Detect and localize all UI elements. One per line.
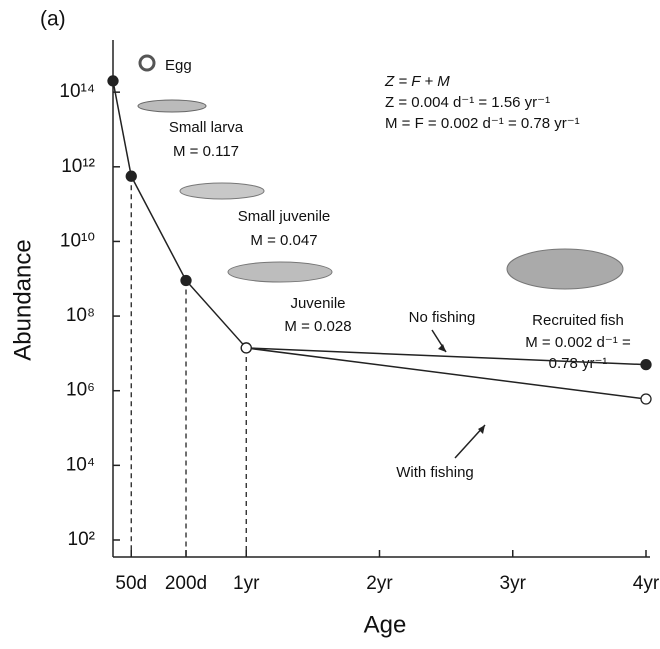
- y-tick-label: 10⁸: [66, 305, 95, 326]
- x-tick-label: 4yr: [633, 573, 660, 594]
- annotation: M = 0.002 d⁻¹ =: [525, 334, 631, 351]
- y-tick-label: 10¹⁰: [60, 230, 95, 251]
- annotation: Egg: [165, 57, 192, 74]
- arrowhead: [478, 425, 485, 434]
- annotation: Small larva: [169, 119, 244, 136]
- annotation: 0.78 yr⁻¹: [549, 355, 608, 372]
- larva-icon: [137, 99, 207, 113]
- annotation: Small juvenile: [238, 208, 331, 225]
- y-tick-label: 10⁶: [66, 380, 95, 401]
- annotation: Z = F + M: [384, 73, 450, 90]
- panel-label: (a): [40, 8, 66, 31]
- annotation: Juvenile: [290, 295, 345, 312]
- annotation: M = 0.117: [173, 143, 239, 160]
- annotation: Recruited fish: [532, 312, 624, 329]
- annotation: M = F = 0.002 d⁻¹ = 0.78 yr⁻¹: [385, 115, 580, 132]
- series-label: With fishing: [396, 464, 474, 481]
- y-tick-label: 10¹⁴: [59, 81, 95, 102]
- point: [240, 342, 252, 354]
- y-axis-label: Abundance: [9, 239, 36, 360]
- egg-icon: [138, 54, 156, 72]
- series-line: [246, 347, 647, 400]
- point: [640, 358, 652, 371]
- juvenile-icon: [227, 261, 333, 283]
- x-tick-label: 2yr: [366, 573, 393, 594]
- x-tick-label: 3yr: [500, 573, 527, 594]
- annotation: M = 0.028: [284, 318, 351, 335]
- point: [180, 274, 192, 287]
- x-tick-label: 200d: [165, 573, 207, 594]
- recruited-fish-icon: [506, 248, 624, 290]
- annotation: M = 0.047: [250, 232, 317, 249]
- series-label: No fishing: [409, 309, 476, 326]
- y-tick-label: 10⁴: [66, 454, 95, 475]
- x-axis-label: Age: [364, 611, 407, 638]
- y-tick-label: 10¹²: [61, 156, 95, 177]
- point: [107, 75, 119, 87]
- point: [125, 170, 137, 182]
- y-tick-label: 10²: [68, 529, 95, 550]
- annotation: Z = 0.004 d⁻¹ = 1.56 yr⁻¹: [385, 94, 550, 111]
- x-tick-label: 1yr: [233, 573, 260, 594]
- point: [640, 393, 652, 405]
- arrowhead: [438, 344, 446, 352]
- x-tick-label: 50d: [115, 573, 147, 594]
- small-juvenile-icon: [179, 182, 265, 200]
